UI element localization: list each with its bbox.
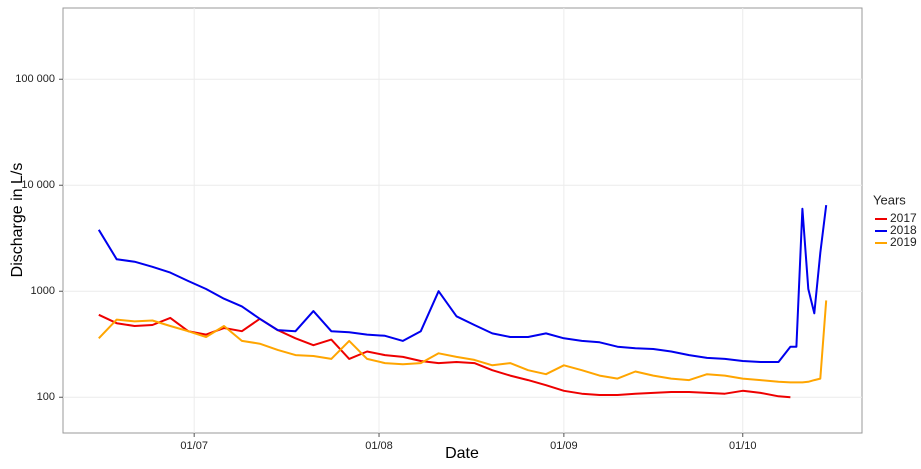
x-tick-label: 01/10 <box>729 440 757 452</box>
y-tick-label: 1000 <box>31 285 55 297</box>
line <box>97 204 828 363</box>
x-tick-label: 01/09 <box>550 440 578 452</box>
y-tick-label: 100 000 <box>15 73 55 85</box>
plot-frame <box>62 7 863 434</box>
y-tick-label: 100 <box>37 391 55 403</box>
x-tick-label: 01/07 <box>180 440 208 452</box>
y-axis-title: Discharge in L/s <box>9 163 26 278</box>
legend-label: 2018 <box>890 223 917 237</box>
legend-label: 2017 <box>890 211 917 225</box>
legend-label: 2019 <box>890 235 917 249</box>
legend-title: Years <box>873 192 906 207</box>
y-tick-label: 10 000 <box>21 179 55 191</box>
line <box>98 300 828 384</box>
x-tick-label: 01/08 <box>365 440 393 452</box>
x-axis-title: Date <box>445 445 479 462</box>
